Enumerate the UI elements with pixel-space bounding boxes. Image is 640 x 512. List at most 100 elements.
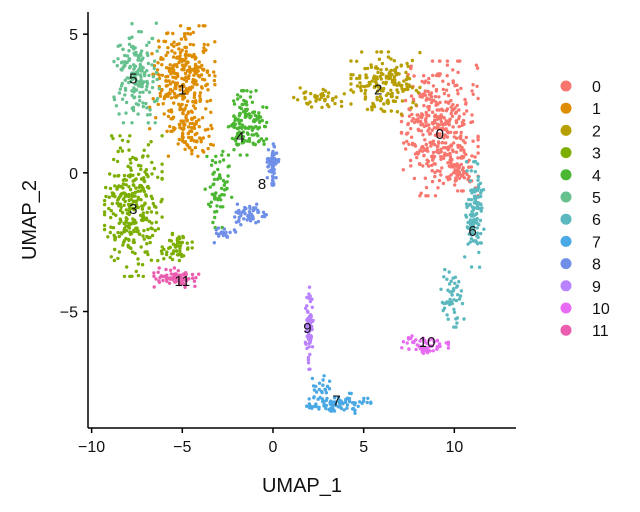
data-point [475, 234, 479, 238]
data-point [450, 158, 454, 162]
data-point [161, 102, 165, 106]
data-point [353, 408, 357, 413]
data-point [306, 358, 311, 362]
data-point [305, 322, 309, 326]
data-point [250, 216, 254, 220]
data-point [222, 227, 227, 231]
data-point [401, 168, 405, 172]
data-point [124, 228, 129, 233]
data-point [412, 74, 416, 78]
data-point [475, 226, 479, 230]
data-point [186, 246, 190, 250]
data-point [386, 55, 391, 59]
data-point [324, 406, 328, 411]
data-point [122, 274, 127, 279]
data-point [384, 67, 389, 72]
data-point [479, 231, 483, 236]
data-point [375, 50, 379, 54]
data-point [422, 92, 426, 96]
data-point [473, 200, 477, 204]
data-point [438, 72, 442, 76]
legend-swatch-1 [560, 102, 572, 114]
data-point [159, 88, 164, 93]
data-point [159, 57, 163, 61]
data-point [198, 94, 202, 98]
data-point [389, 109, 393, 113]
data-point [175, 81, 180, 85]
data-point [147, 40, 151, 45]
data-point [138, 90, 142, 95]
x-tick-label: 0 [269, 439, 278, 456]
data-point [133, 178, 137, 182]
cluster-label-7: 7 [332, 392, 340, 409]
data-point [442, 306, 447, 310]
data-point [178, 125, 182, 130]
data-point [175, 240, 180, 244]
data-point [261, 105, 265, 109]
data-point [456, 189, 460, 193]
data-point [446, 317, 450, 321]
data-point [201, 24, 205, 28]
data-point [254, 221, 258, 225]
data-point [180, 240, 184, 245]
legend-swatch-9 [560, 280, 572, 292]
data-point [133, 156, 138, 161]
data-point [133, 82, 137, 86]
data-point [296, 98, 300, 102]
data-point [120, 60, 125, 64]
cluster-label-1: 1 [178, 82, 186, 99]
data-point [393, 81, 397, 85]
data-point [411, 100, 415, 105]
data-point [473, 155, 477, 159]
legend-swatch-4 [560, 169, 572, 181]
data-point [165, 129, 169, 133]
data-point [192, 95, 196, 100]
data-point [457, 117, 461, 121]
data-point [386, 50, 391, 54]
data-point [174, 86, 178, 90]
data-point [164, 75, 168, 79]
data-point [415, 113, 419, 117]
data-point [339, 104, 344, 109]
data-point [445, 135, 450, 139]
data-point [170, 232, 175, 237]
data-point [216, 226, 221, 230]
data-point [473, 170, 477, 174]
data-point [134, 203, 139, 207]
data-point [467, 203, 472, 207]
data-point [210, 158, 215, 163]
data-point [136, 262, 141, 266]
data-point [192, 82, 196, 86]
data-point [150, 52, 154, 56]
data-point [303, 95, 307, 100]
data-point [328, 400, 332, 405]
data-point [474, 63, 479, 67]
data-point [180, 48, 184, 52]
data-point [367, 80, 371, 85]
data-point [379, 68, 383, 72]
data-point [115, 63, 120, 68]
data-point [469, 188, 474, 192]
data-point [117, 112, 121, 116]
data-point [137, 232, 141, 236]
data-point [345, 396, 350, 400]
data-point [344, 400, 348, 404]
data-point [324, 391, 329, 395]
data-point [221, 178, 226, 183]
data-point [129, 45, 134, 49]
x-tick-label: 5 [359, 439, 368, 456]
data-point [449, 279, 453, 283]
data-point [411, 116, 415, 121]
cluster-labels: 0 1 2 3 4 5 6 7 8 9 10 11 [129, 71, 477, 410]
data-point [309, 105, 314, 109]
data-point [194, 276, 198, 280]
data-point [457, 164, 461, 168]
data-point [102, 223, 107, 228]
data-point [155, 97, 160, 101]
data-point [397, 81, 401, 85]
data-point [189, 135, 194, 140]
data-point [209, 163, 214, 167]
data-point [139, 198, 143, 202]
data-point [474, 219, 478, 223]
data-point [197, 125, 201, 129]
